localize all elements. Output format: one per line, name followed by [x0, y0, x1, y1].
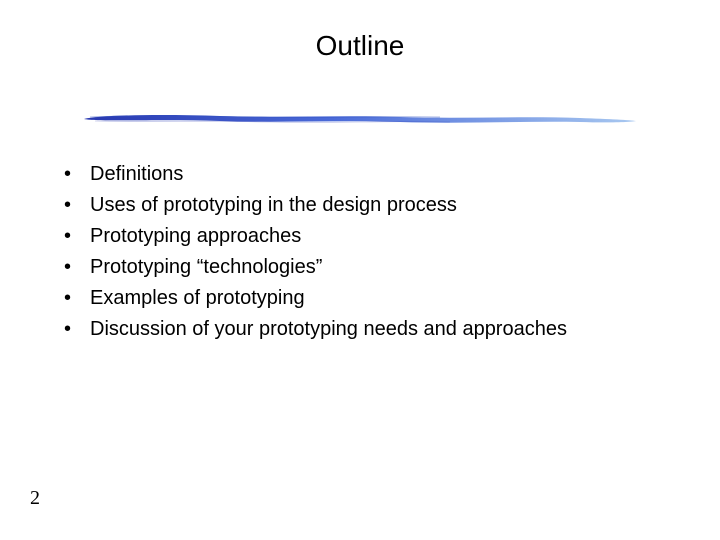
list-item: • Prototyping “technologies”: [60, 254, 680, 281]
bullet-text: Prototyping approaches: [90, 223, 680, 250]
list-item: • Examples of prototyping: [60, 285, 680, 312]
bullet-marker-icon: •: [60, 223, 90, 250]
bullet-text: Definitions: [90, 161, 680, 188]
bullet-text: Prototyping “technologies”: [90, 254, 680, 281]
bullet-marker-icon: •: [60, 316, 90, 343]
bullet-marker-icon: •: [60, 192, 90, 219]
list-item: • Discussion of your prototyping needs a…: [60, 316, 680, 343]
bullet-list: • Definitions • Uses of prototyping in t…: [60, 161, 680, 343]
page-number: 2: [30, 487, 40, 510]
bullet-marker-icon: •: [60, 161, 90, 188]
list-item: • Definitions: [60, 161, 680, 188]
bullet-text: Uses of prototyping in the design proces…: [90, 192, 680, 219]
list-item: • Prototyping approaches: [60, 223, 680, 250]
bullet-marker-icon: •: [60, 254, 90, 281]
bullet-text: Discussion of your prototyping needs and…: [90, 316, 680, 343]
bullet-marker-icon: •: [60, 285, 90, 312]
list-item: • Uses of prototyping in the design proc…: [60, 192, 680, 219]
slide-title: Outline: [0, 0, 720, 82]
slide-container: Outline • Definitions • Uses of prototyp…: [0, 0, 720, 540]
bullet-text: Examples of prototyping: [90, 285, 680, 312]
divider-brush-stroke: [80, 112, 640, 126]
